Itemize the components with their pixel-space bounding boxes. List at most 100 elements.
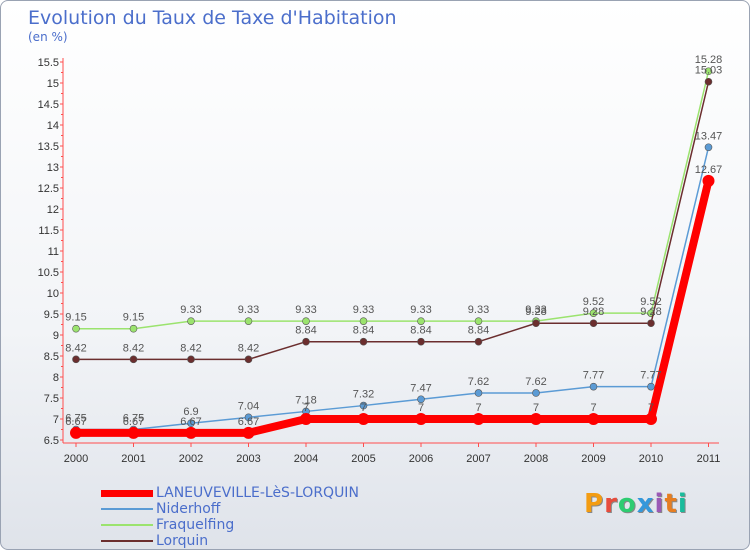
series-0-point [702,174,715,187]
data-label: 7.77 [640,370,661,382]
y-tick-label: 9 [53,330,59,342]
series-3-point [417,337,425,346]
y-tick-label: 13.5 [38,141,59,153]
legend-swatch [101,508,153,510]
data-label: 9.28 [583,306,604,318]
series-0-point [415,413,427,425]
y-tick-label: 13 [47,162,59,174]
series-3-point [72,355,80,364]
y-tick-label: 10.5 [38,267,59,279]
series-0-point [587,413,600,425]
series-1-point [474,389,483,397]
series-line-2 [76,71,710,330]
series-0-point [645,413,657,425]
legend-swatch [101,524,153,526]
data-label: 9.52 [583,296,604,308]
y-tick-label: 8.5 [44,351,59,363]
y-tick-label: 14.5 [38,99,59,111]
y-tick-label: 7 [53,414,59,426]
data-label: 9.33 [238,304,259,316]
y-tick-label: 10 [47,288,59,300]
chart-subtitle: (en %) [28,30,68,44]
series-line-3 [76,81,710,361]
y-tick-label: 11 [48,246,59,258]
legend-label: Fraquelfing [156,517,235,533]
data-label: 7.62 [468,376,489,388]
data-label: 7.32 [353,389,374,401]
data-label: 6.75 [65,413,86,425]
x-tick-label: 2006 [409,453,433,465]
series-2-point [72,324,80,333]
series-2-point [244,317,253,325]
data-label: 8.42 [180,342,201,354]
series-2-point [129,324,138,333]
y-tick-label: 15 [47,78,59,90]
data-label: 9.33 [180,304,201,316]
data-label: 8.84 [410,325,431,337]
series-3-point [187,355,195,364]
series-line-0 [76,179,713,437]
legend-swatch [101,490,153,497]
series-0-point [472,413,485,425]
x-tick-label: 2001 [121,453,145,465]
x-tick-label: 2002 [179,453,203,465]
series-3-point [532,319,540,328]
series-3-point [359,337,368,346]
data-label: 7 [590,402,596,414]
series-2-point [474,317,483,325]
data-label: 9.28 [525,306,546,318]
series-1-point [244,413,253,422]
y-tick-label: 15.5 [38,57,59,69]
x-tick-label: 2009 [581,453,605,465]
series-3-point [647,319,655,328]
x-tick-label: 2005 [351,453,375,465]
data-label: 7.62 [525,376,546,388]
y-tick-label: 7.5 [44,393,59,405]
series-3-point [474,337,483,346]
series-2-point [359,317,368,325]
data-label: 9.52 [640,296,661,308]
data-label: 8.42 [65,342,86,354]
series-1-point [359,401,368,410]
x-tick-label: 2004 [294,453,318,465]
series-3-point [244,355,253,364]
data-label: 12.67 [695,164,723,176]
data-label: 7 [533,402,539,414]
data-label: 9.28 [640,306,661,318]
series-2-point [187,317,195,325]
brand-logo: Proxiti [584,489,688,519]
y-tick-label: 6.5 [44,435,59,447]
data-label: 13.47 [695,130,723,142]
series-0-point [357,413,370,425]
data-label: 7 [418,402,424,414]
series-3-point [589,319,598,328]
data-label: 9.33 [410,304,431,316]
data-label: 6.67 [65,416,86,428]
data-label: 7.47 [410,382,431,394]
data-label: 6.9 [183,406,198,418]
series-2-point [704,67,713,76]
legend-label: LANEUVEVILLE-LèS-LORQUIN [156,485,359,501]
data-label: 7.77 [583,370,604,382]
series-0-point [185,426,197,439]
series-1-point [532,389,540,397]
legend-label: Lorquin [156,533,209,549]
data-label: 8.42 [123,342,144,354]
data-label: 7.18 [295,394,316,406]
series-line-1 [76,147,710,431]
data-label: 8.84 [468,325,489,337]
y-tick-label: 11.5 [38,225,59,237]
series-1-point [187,419,195,428]
data-label: 7.04 [238,400,259,412]
data-label: 15.28 [695,54,723,66]
data-label: 7 [475,402,481,414]
series-0-point [530,413,542,425]
series-0-point [242,426,255,439]
y-tick-label: 12 [47,204,59,216]
data-label: 9.15 [65,312,86,324]
legend-swatch [101,540,153,542]
series-1-point [704,143,713,152]
series-2-point [589,309,598,317]
